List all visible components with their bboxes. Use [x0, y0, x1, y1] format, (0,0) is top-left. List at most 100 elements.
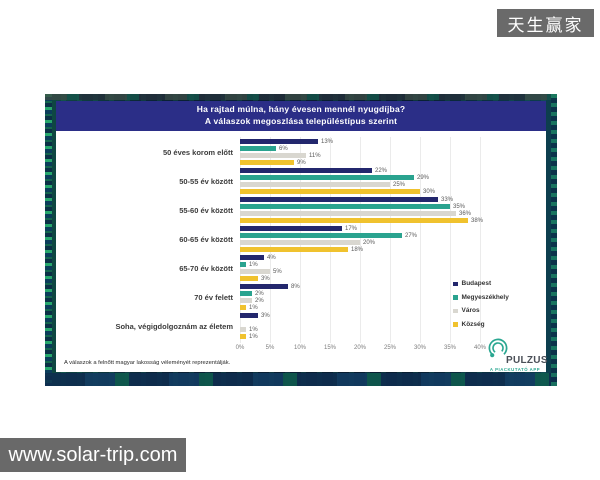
bar-group: 50 éves korom előtt 13% 6% 11% 9%	[56, 138, 526, 166]
bar-row: 29%	[240, 175, 526, 181]
x-tick-label: 20%	[353, 345, 366, 351]
legend-swatch	[453, 322, 458, 327]
bar-row: 4%	[240, 254, 526, 261]
bar	[240, 276, 258, 281]
bar	[240, 175, 414, 180]
bar	[240, 269, 270, 274]
band-top-texture	[45, 94, 557, 100]
value-label: 8%	[291, 283, 300, 290]
x-tick-label: 25%	[383, 345, 396, 351]
x-tick-label: 5%	[265, 345, 275, 351]
bar-group: 55-60 év között 33% 35% 36% 38%	[56, 196, 526, 224]
legend-label: Budapest	[461, 280, 492, 288]
x-tick-label: 35%	[443, 345, 456, 351]
watermark-bottom-left: www.solar-trip.com	[0, 438, 186, 472]
pulzus-logo-icon	[486, 337, 510, 366]
value-label: 20%	[363, 239, 376, 246]
bar-row: 20%	[240, 239, 526, 246]
bar	[240, 247, 348, 252]
bar	[240, 298, 252, 303]
chart-title-line1: Ha rajtad múlna, hány évesen mennél nyug…	[196, 104, 406, 115]
bar	[240, 291, 252, 296]
bar-row: 33%	[240, 196, 526, 203]
bar	[240, 313, 258, 318]
gridline	[240, 137, 241, 343]
chart-title: Ha rajtad múlna, hány évesen mennél nyug…	[56, 101, 546, 131]
bar-row: 1%	[240, 261, 526, 268]
bar-row: 3%	[240, 312, 526, 319]
value-label: 22%	[375, 167, 388, 174]
x-tick-label: 30%	[413, 345, 426, 351]
category-label: 70 év felett	[194, 292, 233, 302]
value-label: 13%	[321, 138, 334, 145]
gridline	[480, 137, 481, 343]
bar-row: 13%	[240, 138, 526, 145]
bar	[240, 334, 246, 339]
bar-row: 11%	[240, 153, 526, 159]
chart-title-line2: A válaszok megoszlása településtípus sze…	[204, 116, 398, 126]
legend-label: Község	[461, 320, 485, 328]
gridline	[360, 137, 361, 343]
bar-groups: 50 éves korom előtt 13% 6% 11% 9% 50-55 év kö…	[56, 138, 526, 340]
x-tick-label: 10%	[293, 345, 306, 351]
value-label: 4%	[267, 254, 276, 261]
legend-item: Város	[453, 304, 509, 318]
value-label: 2%	[255, 290, 264, 297]
legend-item: Község	[453, 318, 509, 332]
bar-row: 3%	[240, 275, 526, 282]
legend-item: Budapest	[453, 277, 509, 291]
bar-row: 2%	[240, 297, 526, 304]
value-label: 25%	[393, 181, 406, 188]
legend: Budapest Megyeszékhely Város Község	[453, 277, 509, 331]
gridlines	[240, 137, 482, 343]
category-label: Soha, végigdolgoznám az életem	[115, 321, 233, 331]
pulzus-logo-text: PULZUS	[506, 355, 548, 366]
value-label: 3%	[261, 312, 270, 319]
bar-row: 22%	[240, 167, 526, 174]
value-label: 2%	[255, 297, 264, 304]
value-label: 9%	[297, 159, 306, 166]
bar-row: 5%	[240, 268, 526, 275]
bar	[240, 284, 288, 289]
category-label: 50-55 év között	[179, 176, 233, 186]
gridline	[450, 137, 451, 343]
bar	[240, 146, 276, 151]
bar	[240, 189, 420, 194]
legend-swatch	[453, 295, 458, 300]
bar-row: 2%	[240, 290, 526, 297]
value-label: 18%	[351, 246, 364, 253]
value-label: 1%	[249, 304, 258, 311]
bar	[240, 327, 246, 332]
category-label: 55-60 év között	[179, 205, 233, 215]
value-label: 35%	[453, 203, 466, 210]
value-label: 5%	[273, 268, 282, 275]
category-label: 65-70 év között	[179, 263, 233, 273]
bar-row: 8%	[240, 283, 526, 290]
gridline	[270, 137, 271, 343]
legend-label: Megyeszékhely	[461, 293, 509, 301]
bar	[240, 211, 456, 216]
value-label: 30%	[423, 188, 436, 195]
value-label: 33%	[441, 196, 454, 203]
pulzus-logo: PULZUS A PIACKUTATÓ APP	[486, 337, 548, 372]
value-label: 1%	[249, 261, 258, 268]
pulzus-logo-subtext: A PIACKUTATÓ APP	[489, 367, 541, 372]
x-axis: 0% 5% 10% 15% 20% 25% 30% 35% 40%	[56, 345, 546, 353]
bar-row: 25%	[240, 181, 526, 188]
gridline	[330, 137, 331, 343]
bar-group: 65-70 év között 4% 1% 5% 3%	[56, 254, 526, 282]
bar-row: 1%	[240, 327, 526, 333]
bar-row: 1%	[240, 334, 526, 340]
value-label: 3%	[261, 275, 270, 282]
bar	[240, 182, 390, 187]
legend-swatch	[453, 308, 458, 313]
x-tick-label: 40%	[473, 345, 486, 351]
x-tick-label: 15%	[323, 345, 336, 351]
watermark-top-right: 天生赢家	[497, 9, 594, 37]
bar	[240, 160, 294, 165]
bar	[240, 226, 342, 231]
bar-row: 1%	[240, 304, 526, 311]
bar	[240, 197, 438, 202]
bar	[240, 153, 306, 158]
